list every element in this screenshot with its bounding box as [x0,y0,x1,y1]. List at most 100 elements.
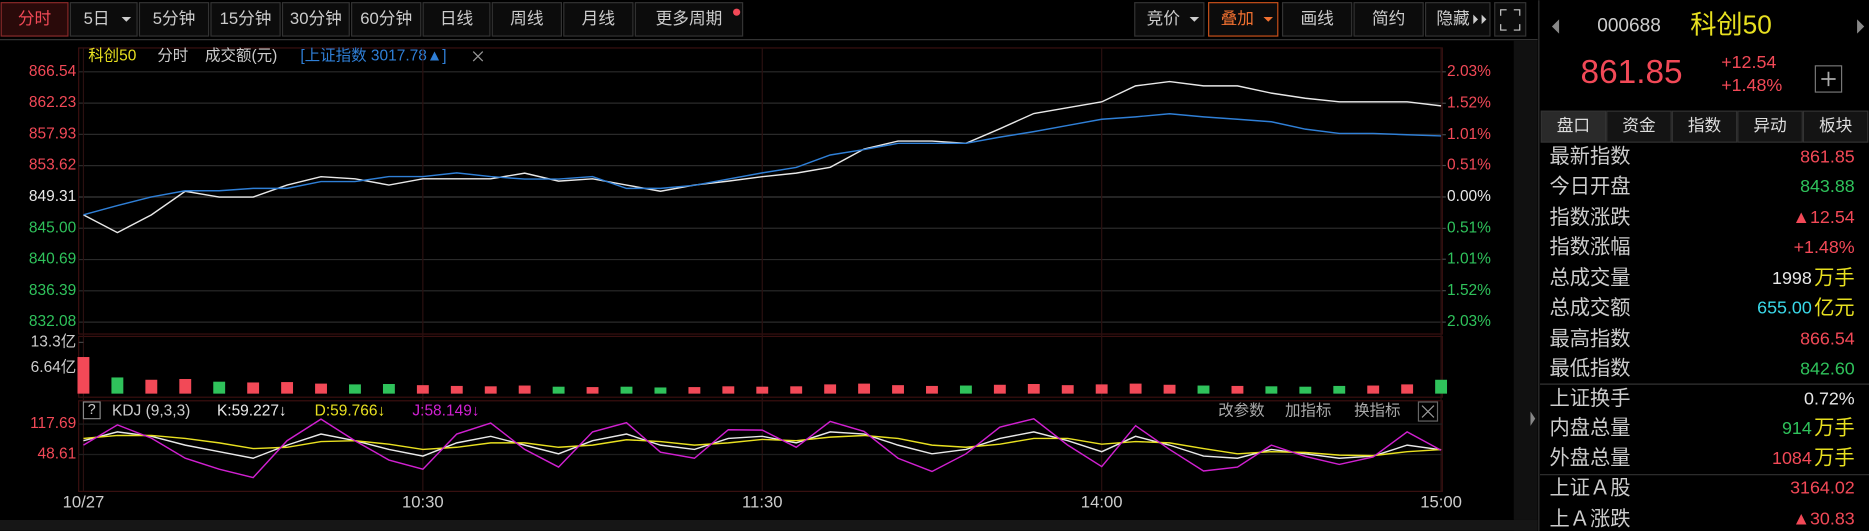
notice-dot [733,8,741,16]
row-value: 655.00 [1757,298,1812,318]
period-button[interactable] [138,2,210,37]
arrows [1473,14,1487,25]
row-value: 1998 [1772,268,1812,288]
period-button[interactable] [0,2,69,37]
series-line [83,418,1442,479]
period-label[interactable]: 5分钟 [153,9,196,28]
tool-label[interactable]: 竞价 [1147,9,1181,28]
y2-tick-label: 0.51% [1447,219,1491,236]
volume-bar [315,383,327,394]
row-value: ▲12.54 [1792,207,1854,227]
volume-bar [1231,385,1244,394]
period-button[interactable] [634,2,744,37]
tab-label[interactable]: 资金 [1622,116,1656,135]
y2-tick-label: 1.01% [1447,126,1491,143]
legend-text: [上证指数 3017.78▲] [300,46,446,64]
period-button[interactable] [210,2,281,37]
volume-bar [416,385,429,394]
period-label[interactable]: 分时 [18,9,52,28]
volume-bar [450,385,463,394]
panel-frame [78,47,1443,335]
y2-tick-label: 2.03% [1447,63,1491,80]
period-label[interactable]: 更多周期 [656,9,723,28]
period-label[interactable]: 5日 [84,9,110,28]
row-value: ▲30.83 [1792,509,1854,529]
tab[interactable] [1671,110,1738,143]
row-label: 指数涨跌 [1550,206,1631,229]
row-value: 866.54 [1800,329,1855,349]
legend-text: 成交额(元) [205,46,277,64]
period-button[interactable] [422,2,491,37]
y-tick-label: 6.64亿 [31,358,77,376]
period-button[interactable] [563,2,634,37]
volume-bar [654,387,667,394]
volume-bar [111,377,124,394]
tab[interactable] [1802,110,1869,143]
tab-label[interactable]: 盘口 [1557,116,1590,135]
volume-bar [213,381,226,394]
tab[interactable] [1540,110,1607,143]
collapse-arrow[interactable] [1530,411,1536,426]
indicator-action[interactable]: 加指标 [1285,402,1331,420]
row-label: 总成交额 [1550,296,1631,319]
volume-bar [1265,386,1278,394]
help-box[interactable] [82,401,101,420]
row-value: 3164.02 [1790,478,1855,498]
x-tick-label: 10:30 [402,493,444,512]
tool-button[interactable] [1281,2,1353,37]
y2-tick-label: 0.51% [1447,157,1491,174]
tab[interactable] [1606,110,1672,143]
tab-label[interactable]: 异动 [1753,116,1786,135]
y-tick-label: 117.69 [30,415,76,432]
tab-label[interactable]: 板块 [1819,116,1853,135]
period-label[interactable]: 60分钟 [360,9,412,28]
row-value: 0.72% [1804,388,1855,408]
tool-button[interactable] [1353,2,1424,37]
period-label[interactable]: 日线 [440,9,474,28]
period-label[interactable]: 周线 [510,9,544,28]
volume-bar [1333,385,1346,394]
y2-tick-label: 1.52% [1447,282,1491,299]
indicator-close[interactable] [1417,401,1439,422]
fullscreen-icon [1500,9,1521,31]
volume-bar [145,379,158,394]
prev-arrow[interactable] [1551,19,1560,34]
tab[interactable] [1737,110,1803,143]
row-unit: 亿元 [1814,296,1855,319]
row-value: +1.48% [1794,237,1855,257]
tool-label[interactable]: 简约 [1372,9,1405,28]
period-button[interactable] [351,2,422,37]
volume-bar [858,383,871,394]
period-button[interactable] [491,2,563,37]
add-button[interactable] [1814,65,1843,93]
volume-bar [179,378,192,394]
y-tick-label: 853.62 [29,157,76,174]
volume-bar [1401,384,1414,394]
volume-bar [824,384,837,394]
indicator-action[interactable]: 换指标 [1354,402,1400,420]
volume-bar [281,382,294,394]
indicator-name: KDJ (9,3,3) [112,403,190,420]
row-label: 内盘总量 [1550,417,1631,440]
tool-label[interactable]: 画线 [1300,9,1334,28]
tab-label[interactable]: 指数 [1688,116,1722,135]
tool-label[interactable]: 叠加 [1221,9,1254,28]
tool-button[interactable] [1424,2,1491,37]
period-label[interactable]: 30分钟 [290,9,342,28]
close-icon [1421,405,1435,418]
period-label[interactable]: 15分钟 [220,9,272,28]
period-label[interactable]: 月线 [582,9,616,28]
row-label: 最高指数 [1550,327,1631,350]
volume-bar [993,384,1006,394]
tool-label[interactable]: 隐藏 [1436,9,1470,28]
next-arrow[interactable] [1857,19,1865,34]
volume-bar [790,386,803,394]
indicator-action[interactable]: 改参数 [1218,402,1265,420]
fullscreen-button[interactable] [1494,2,1527,37]
row-unit: 万手 [1814,267,1855,290]
y2-tick-label: 2.03% [1447,313,1491,330]
y-tick-label: 48.61 [38,446,77,463]
change-pct: +1.48% [1721,75,1782,95]
close-icon[interactable] [472,51,484,62]
period-button[interactable] [281,2,350,37]
